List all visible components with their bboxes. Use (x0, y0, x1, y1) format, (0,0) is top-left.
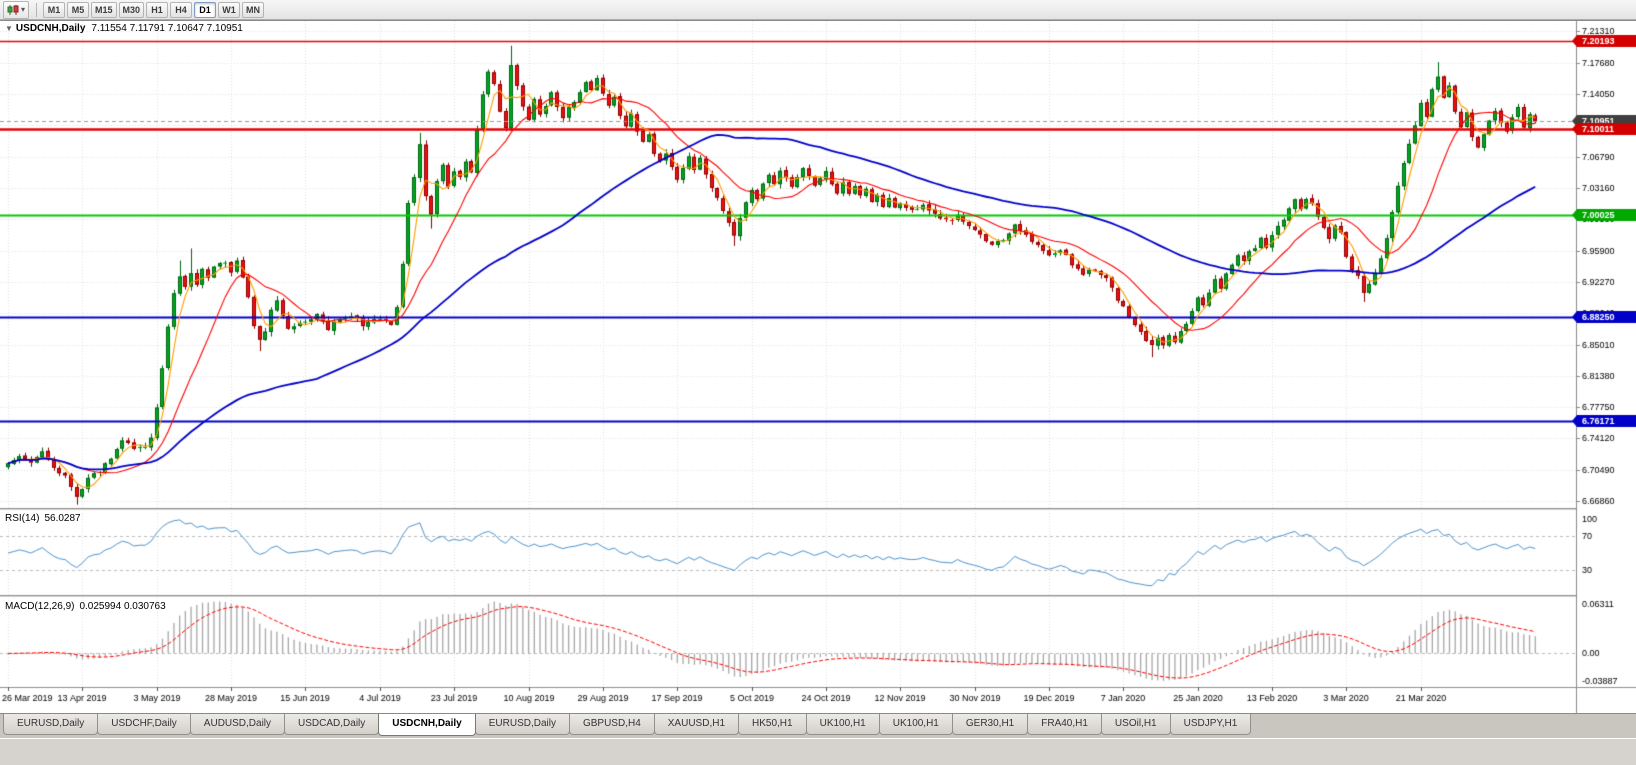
tab-14-usdjpy-h1[interactable]: USDJPY,H1 (1169, 714, 1252, 735)
chart-window: ▼ USDCNH,Daily 7.11554 7.11791 7.10647 7.1… (0, 20, 1636, 713)
tab-6-gbpusd-h4[interactable]: GBPUSD,H4 (568, 714, 655, 735)
tab-0-eurusd-daily[interactable]: EURUSD,Daily (3, 714, 99, 735)
tab-13-usoil-h1[interactable]: USOil,H1 (1100, 714, 1171, 735)
candlestick-chart-icon (7, 4, 19, 15)
tab-5-eurusd-daily[interactable]: EURUSD,Daily (474, 714, 570, 735)
top-toolbar: ▾ M1 M5 M15 M30 H1 H4 D1 W1 MN (0, 0, 1636, 20)
chevron-down-icon: ▾ (21, 4, 26, 14)
tab-12-fra40-h1[interactable]: FRA40,H1 (1027, 714, 1102, 735)
tab-11-ger30-h1[interactable]: GER30,H1 (951, 714, 1029, 735)
timeframe-h1-button[interactable]: H1 (146, 1, 169, 18)
timeframe-w1-button[interactable]: W1 (218, 1, 241, 18)
tab-9-uk100-h1[interactable]: UK100,H1 (805, 714, 880, 735)
status-bar (0, 738, 1636, 765)
tab-8-hk50-h1[interactable]: HK50,H1 (738, 714, 807, 735)
tab-4-usdcnh-daily[interactable]: USDCNH,Daily (378, 714, 476, 736)
tab-3-usdcad-daily[interactable]: USDCAD,Daily (284, 714, 380, 735)
timeframe-m15-button[interactable]: M15 (91, 1, 117, 18)
timeframe-buttons: M1 M5 M15 M30 H1 H4 D1 W1 MN (42, 1, 265, 18)
chart-type-button[interactable]: ▾ (3, 0, 30, 19)
tab-7-xauusd-h1[interactable]: XAUUSD,H1 (653, 714, 740, 735)
tab-10-uk100-h1[interactable]: UK100,H1 (878, 714, 953, 735)
symbol-tabs: EURUSD,Daily USDCHF,Daily AUDUSD,Daily USDC… (0, 713, 1636, 738)
tab-1-usdchf-daily[interactable]: USDCHF,Daily (97, 714, 191, 735)
timeframe-d1-button[interactable]: D1 (194, 1, 217, 18)
timeframe-h4-button[interactable]: H4 (170, 1, 193, 18)
chart-canvas[interactable] (0, 21, 1636, 713)
tab-2-audusd-daily[interactable]: AUDUSD,Daily (189, 714, 286, 735)
timeframe-m30-button[interactable]: M30 (118, 1, 145, 18)
toolbar-separator (36, 2, 38, 17)
timeframe-m5-button[interactable]: M5 (67, 1, 90, 18)
timeframe-mn-button[interactable]: MN (242, 1, 265, 18)
timeframe-m1-button[interactable]: M1 (43, 1, 66, 18)
